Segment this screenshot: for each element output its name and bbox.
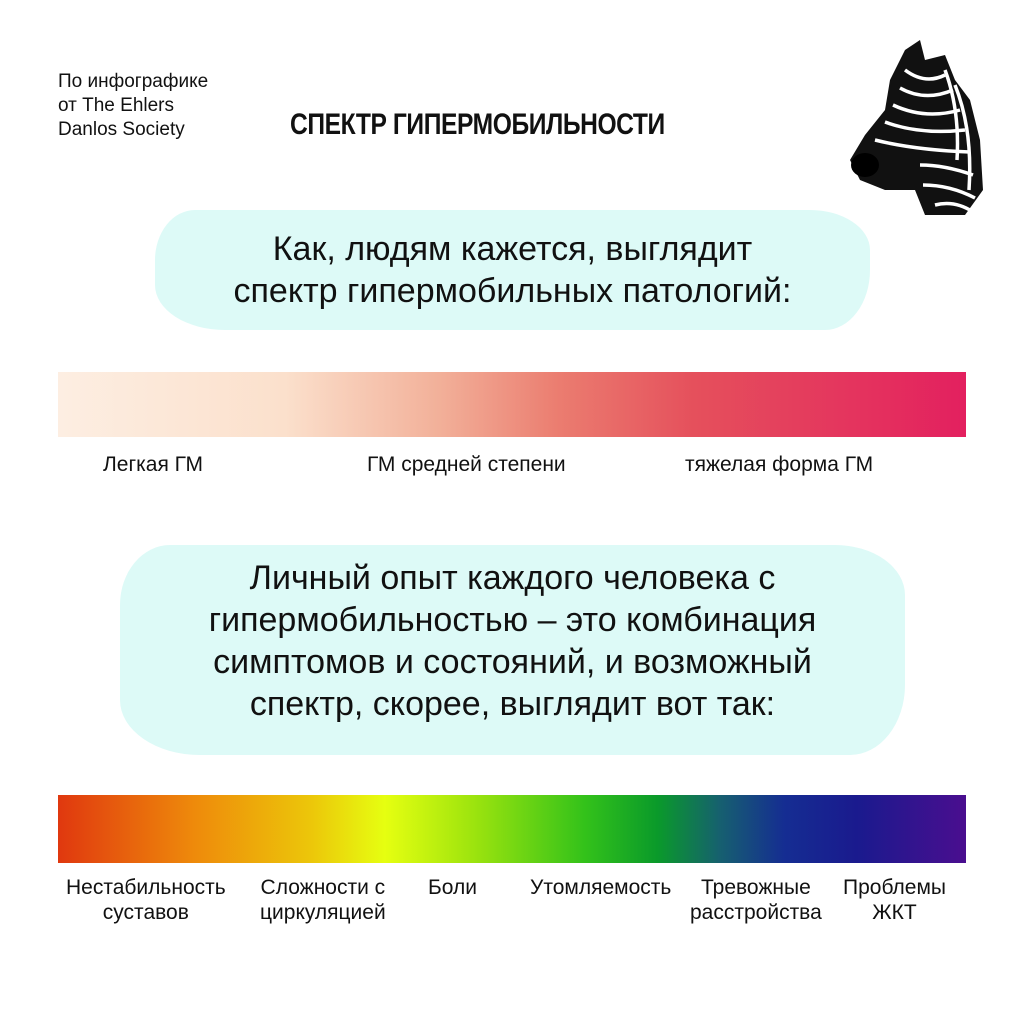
heading-line: спектр гипермобильных патологий: <box>233 272 792 310</box>
credit-line: По инфографике <box>58 71 209 92</box>
page-title: СПЕКТР ГИПЕРМОБИЛЬНОСТИ <box>290 108 665 141</box>
credit-line: от The Ehlers <box>58 95 175 116</box>
label-joint-instability: Нестабильность суставов <box>66 875 226 925</box>
heading-line: спектр, скорее, выглядит вот так: <box>249 685 776 723</box>
heading-line: Личный опыт каждого человека с <box>249 559 776 597</box>
label-gi-problems: Проблемы ЖКТ <box>843 875 946 925</box>
label-fatigue: Утомляемость <box>530 875 671 900</box>
label-text: расстройства <box>690 901 822 924</box>
label-severe: тяжелая форма ГМ <box>685 452 873 477</box>
label-anxiety: Тревожные расстройства <box>690 875 822 925</box>
label-text: Нестабильность <box>66 876 226 899</box>
label-text: Тревожные <box>701 876 811 899</box>
perceived-heading-bubble: Как, людям кажется, выглядит спектр гипе… <box>155 210 870 330</box>
label-mild: Легкая ГМ <box>103 452 203 477</box>
label-text: циркуляцией <box>260 901 386 924</box>
label-text: Сложности с <box>260 876 386 899</box>
actual-heading-bubble: Личный опыт каждого человека с гипермоби… <box>120 545 905 755</box>
label-moderate: ГМ средней степени <box>367 452 566 477</box>
credit-line: Danlos Society <box>58 119 185 140</box>
perceived-spectrum-bar <box>58 372 966 437</box>
heading-line: симптомов и состояний, и возможный <box>213 643 812 681</box>
credit-text: По инфографике от The Ehlers Danlos Soci… <box>58 70 258 142</box>
label-text: Утомляемость <box>530 876 672 899</box>
label-circulation: Сложности с циркуляцией <box>260 875 386 925</box>
label-text: Проблемы <box>843 876 947 899</box>
heading-line: гипермобильностью – это комбинация <box>208 601 817 639</box>
zebra-icon <box>850 40 983 215</box>
label-text: Легкая ГМ <box>103 453 204 476</box>
label-text: тяжелая форма ГМ <box>685 453 874 476</box>
label-text: Боли <box>428 876 477 899</box>
label-pain: Боли <box>428 875 477 900</box>
actual-spectrum-bar <box>58 795 966 863</box>
heading-line: Как, людям кажется, выглядит <box>272 230 753 268</box>
label-text: суставов <box>102 901 189 924</box>
label-text: ГМ средней степени <box>367 453 566 476</box>
label-text: ЖКТ <box>872 901 917 924</box>
